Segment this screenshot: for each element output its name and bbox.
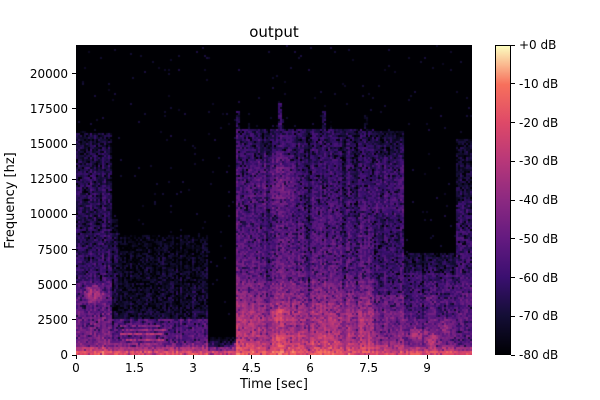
- x-tick-mark: [192, 355, 194, 359]
- y-tick-mark: [72, 354, 76, 356]
- x-tick-label: 3: [189, 361, 197, 375]
- colorbar-tick-mark: [511, 160, 515, 162]
- colorbar-tick-label: -30 dB: [519, 154, 559, 169]
- y-tick-label: 7500: [37, 242, 68, 257]
- chart-title: output: [249, 23, 299, 41]
- y-tick-label: 5000: [37, 277, 68, 292]
- colorbar-tick-mark: [511, 83, 515, 85]
- colorbar-tick-label: +0 dB: [519, 38, 557, 52]
- y-tick-label: 17500: [29, 101, 68, 116]
- x-tick-mark: [251, 355, 253, 359]
- y-axis-label: Frequency [hz]: [2, 151, 18, 249]
- x-tick-mark: [426, 355, 428, 359]
- y-tick-mark: [72, 213, 76, 215]
- colorbar-tick-label: -70 dB: [519, 309, 559, 324]
- colorbar-tick-mark: [511, 199, 515, 201]
- y-tick-mark: [72, 284, 76, 286]
- y-tick-mark: [72, 249, 76, 251]
- colorbar-tick-mark: [511, 122, 515, 123]
- y-tick-label: 2500: [37, 312, 68, 327]
- colorbar-tick-label: -10 dB: [519, 76, 559, 91]
- colorbar-tick-label: -50 dB: [519, 231, 559, 246]
- colorbar-tick-label: -20 dB: [519, 115, 559, 130]
- x-axis-label: Time [sec]: [239, 377, 308, 392]
- x-tick-label: 0: [72, 361, 80, 375]
- colorbar-tick-mark: [511, 238, 515, 240]
- colorbar-tick-label: -60 dB: [519, 270, 559, 285]
- y-axis-label-box: Frequency [hz]: [1, 45, 19, 355]
- x-tick-mark: [309, 355, 311, 359]
- colorbar: [495, 45, 511, 355]
- x-tick-label: 6: [306, 361, 314, 375]
- x-tick-mark: [134, 355, 136, 359]
- spectrogram-canvas: [76, 45, 472, 355]
- x-tick-mark: [368, 355, 370, 359]
- y-tick-mark: [72, 143, 76, 145]
- y-tick-mark: [72, 319, 76, 321]
- x-tick-label: 1.5: [124, 361, 145, 375]
- x-tick-label: 4.5: [242, 361, 262, 375]
- colorbar-tick-mark: [511, 315, 515, 317]
- y-tick-mark: [72, 108, 76, 110]
- x-tick-label: 9: [423, 361, 431, 375]
- y-tick-label: 12500: [29, 172, 68, 187]
- colorbar-tick-label: -40 dB: [519, 193, 559, 207]
- y-tick-label: 15000: [29, 137, 68, 152]
- y-tick-label: 10000: [29, 207, 68, 222]
- colorbar-tick-label: -80 dB: [519, 348, 559, 362]
- colorbar-tick-mark: [511, 44, 515, 46]
- colorbar-tick-mark: [511, 277, 515, 278]
- y-tick-mark: [72, 73, 76, 75]
- x-tick-mark: [75, 355, 77, 359]
- x-tick-label: 7.5: [359, 361, 379, 375]
- y-tick-label: 20000: [29, 66, 68, 81]
- y-tick-mark: [72, 178, 76, 180]
- y-tick-label: 0: [60, 348, 68, 362]
- colorbar-tick-mark: [511, 354, 515, 356]
